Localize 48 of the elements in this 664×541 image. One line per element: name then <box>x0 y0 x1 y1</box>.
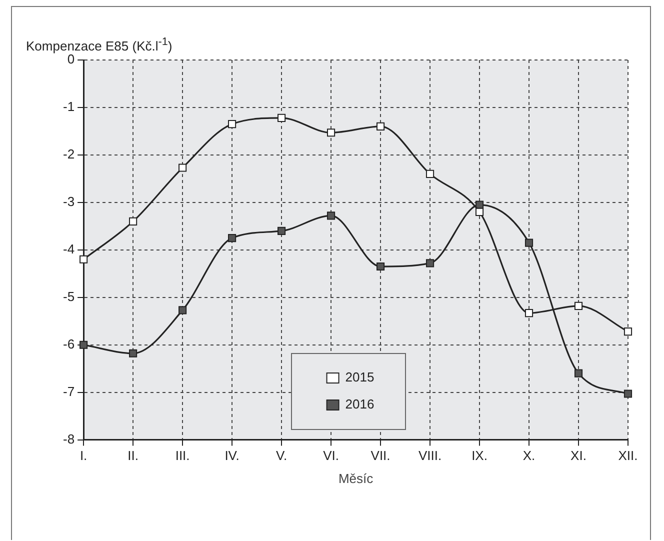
point <box>426 259 434 268</box>
x-tick-label: V. <box>276 448 288 464</box>
point <box>228 120 236 128</box>
point <box>80 255 88 264</box>
y-tick-label: -3 <box>62 194 75 210</box>
point <box>376 262 385 271</box>
point <box>574 302 583 310</box>
point <box>475 208 484 216</box>
point <box>426 170 434 178</box>
point <box>80 340 88 349</box>
x-tick-label: XII. <box>618 448 638 464</box>
x-tick-label: VI. <box>323 448 339 464</box>
point <box>326 212 336 220</box>
x-tick-label: II. <box>128 448 138 464</box>
x-tick-label: III. <box>175 448 190 464</box>
point <box>178 164 187 172</box>
point <box>376 122 385 130</box>
point <box>228 234 236 242</box>
x-axis-title: Měsíc <box>338 470 374 486</box>
x-tick-label: VIII. <box>418 448 442 464</box>
x-tick-label: XI. <box>570 448 586 464</box>
x-tick-label: IV. <box>224 448 240 464</box>
y-tick-label: 0 <box>67 52 75 67</box>
point <box>278 226 286 235</box>
legend-label: 2016 <box>345 396 374 412</box>
x-tick-label: VII. <box>370 448 390 464</box>
point <box>524 238 534 247</box>
point <box>129 349 138 358</box>
point <box>524 309 534 318</box>
x-tick-label: X. <box>522 448 536 464</box>
point <box>278 114 286 122</box>
y-tick-label: -4 <box>62 241 75 256</box>
y-tick-label: -6 <box>62 336 75 352</box>
y-tick-label: -5 <box>62 288 75 304</box>
x-tick-label: IX. <box>472 448 488 464</box>
point <box>326 128 336 137</box>
point <box>574 369 583 378</box>
point <box>624 328 632 336</box>
y-tick-label: -8 <box>62 431 75 446</box>
x-tick-label: I. <box>80 448 88 464</box>
y-tick-label: -7 <box>62 384 75 399</box>
y-tick-label: -2 <box>62 146 75 162</box>
legend-label: 2015 <box>345 370 374 385</box>
point <box>129 217 138 226</box>
y-axis-title: Kompenzace E85 (Kč.l$^{-1}$) <box>26 36 172 54</box>
point <box>624 390 632 398</box>
point <box>178 306 187 314</box>
y-tick-label: -1 <box>62 99 75 114</box>
